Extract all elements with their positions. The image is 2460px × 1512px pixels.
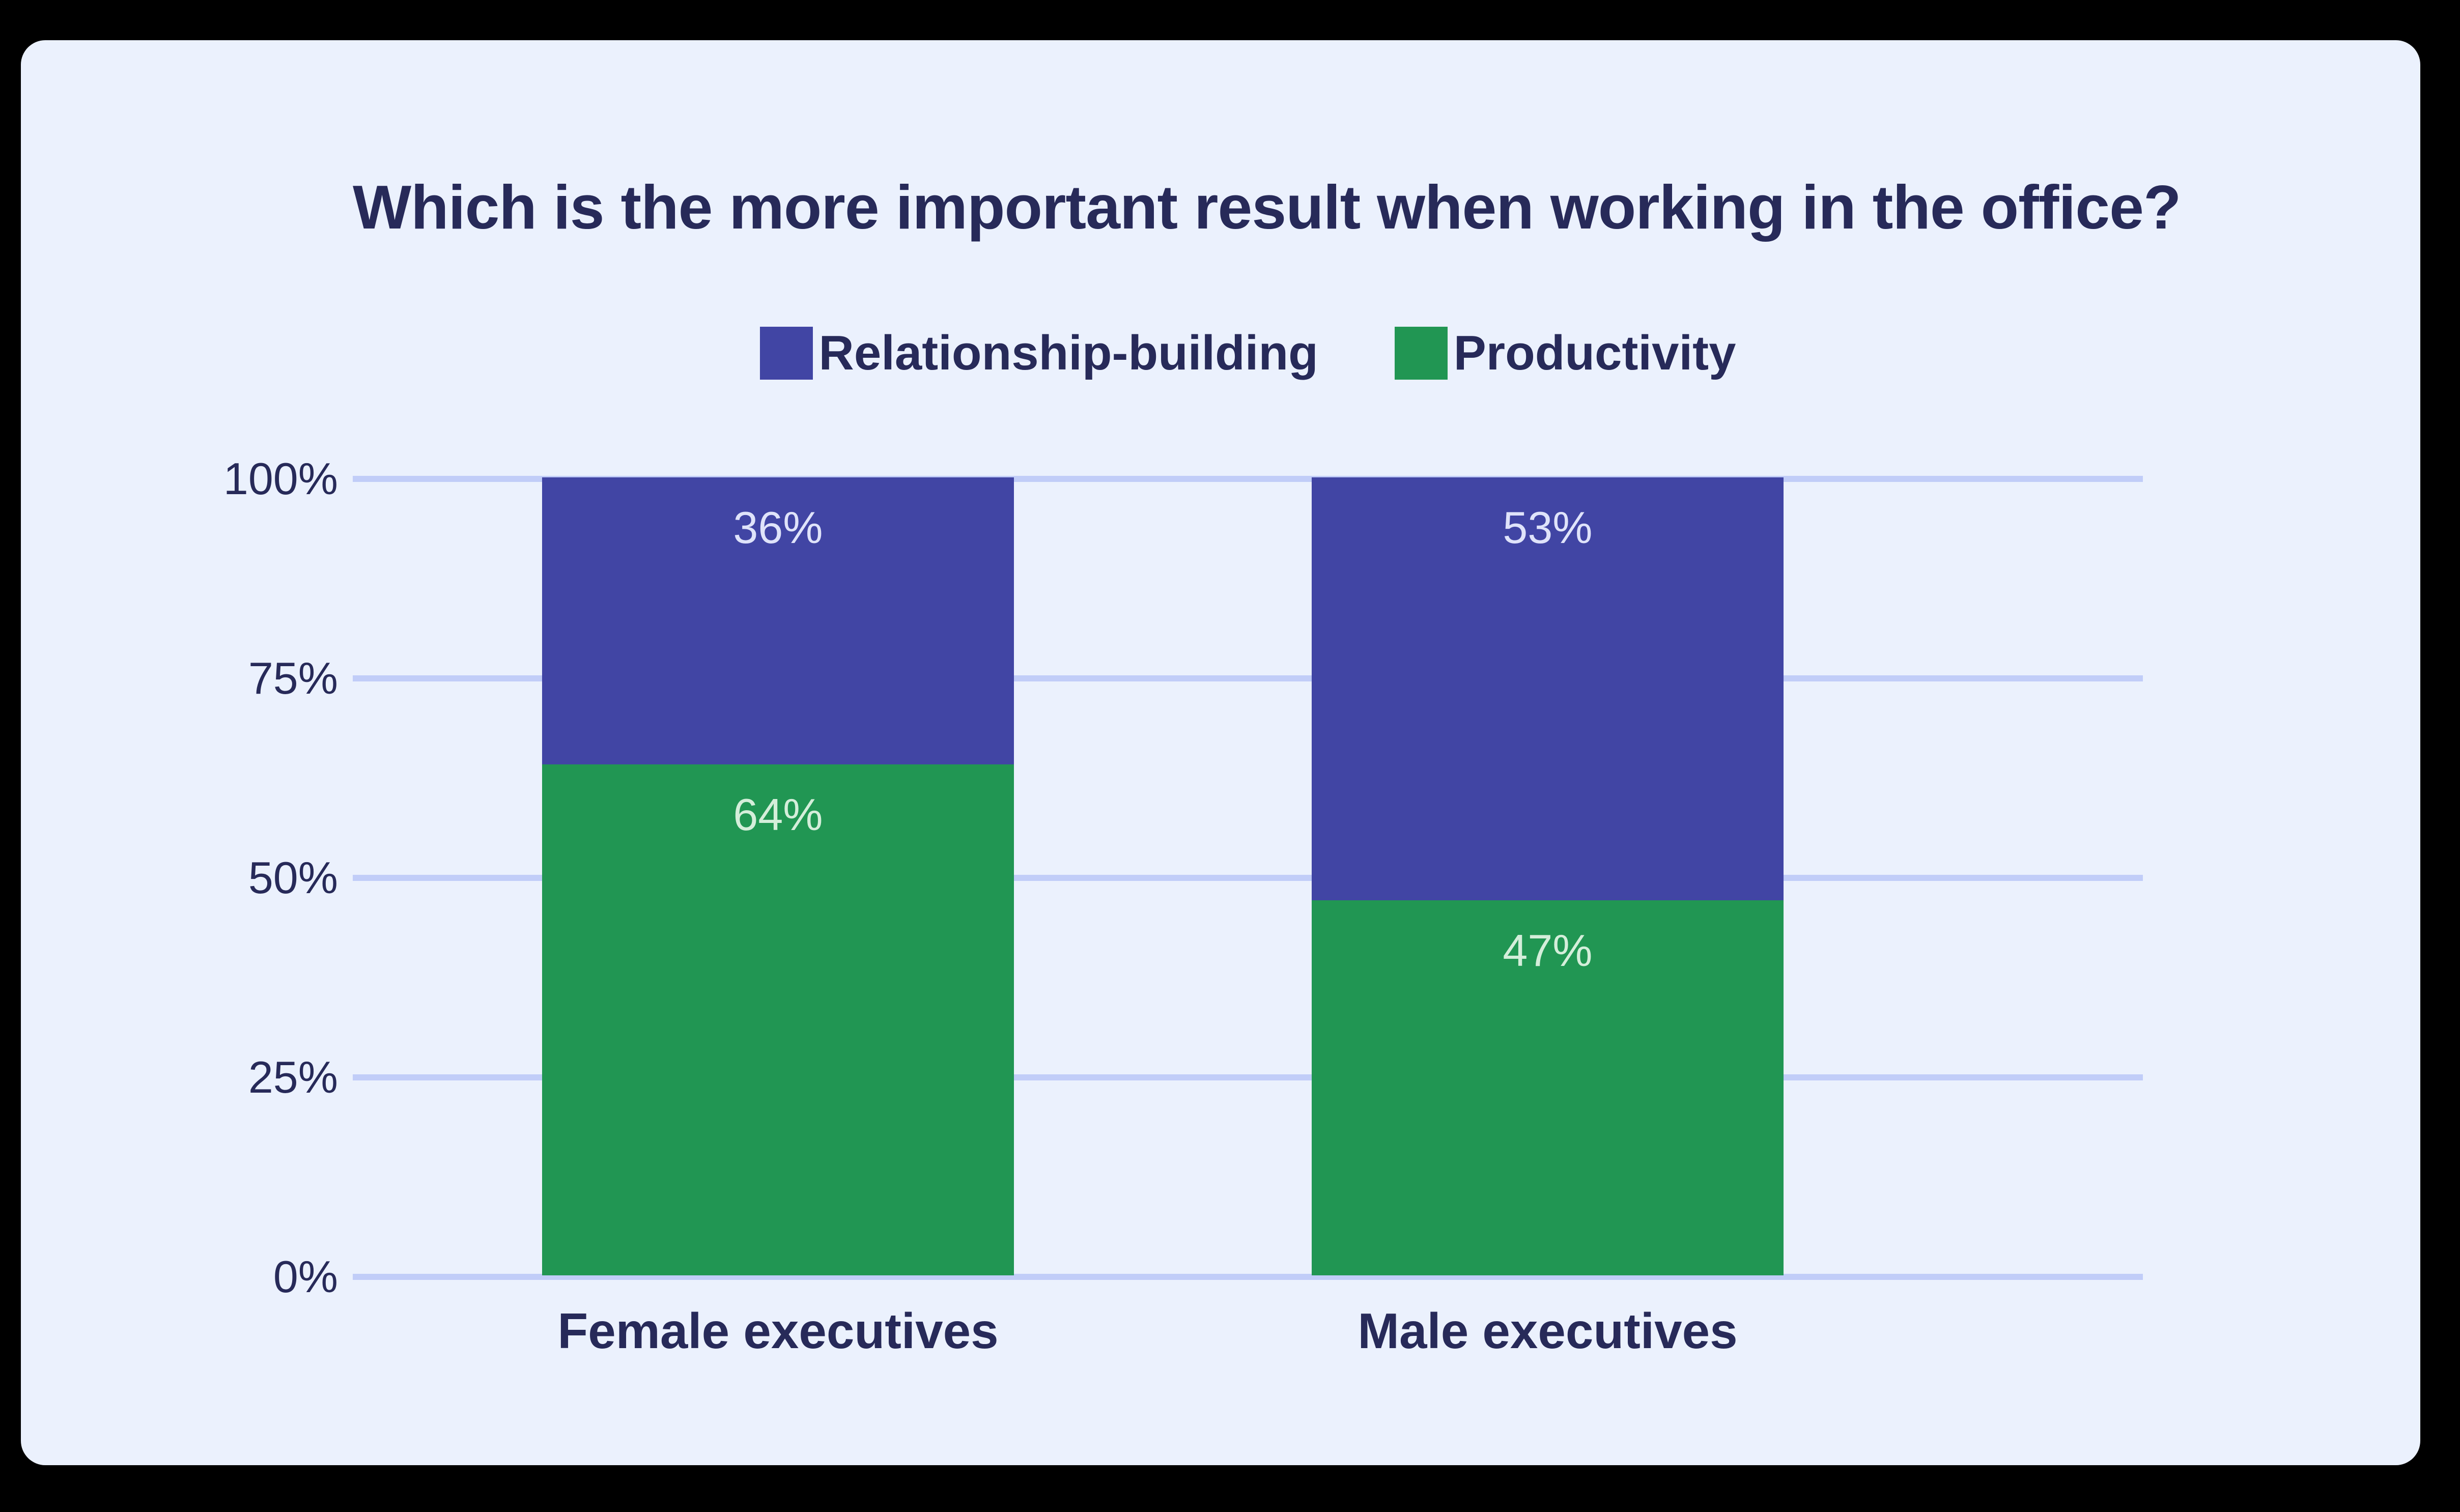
- y-axis-tick-label: 0%: [273, 1251, 338, 1302]
- y-axis-tick-label: 25%: [248, 1052, 338, 1102]
- bar-male-executives: 53% 47%: [1312, 477, 1784, 1275]
- y-axis-tick-label: 75%: [248, 653, 338, 703]
- legend-item-relationship-building: Relationship-building: [759, 325, 1318, 381]
- legend-swatch: [1394, 327, 1448, 380]
- segment-value-label: 36%: [733, 502, 823, 553]
- chart-title: Which is the more important result when …: [353, 173, 2182, 242]
- x-axis-category-label: Male executives: [1358, 1303, 1738, 1359]
- segment-value-label: 64%: [733, 789, 823, 840]
- y-axis-tick-label: 50%: [248, 852, 338, 903]
- y-axis-tick-label: 100%: [223, 453, 338, 504]
- legend: Relationship-building Productivity: [353, 325, 2143, 381]
- legend-swatch: [759, 327, 813, 380]
- x-axis-category-label: Female executives: [557, 1303, 999, 1359]
- legend-item-productivity: Productivity: [1394, 325, 1736, 381]
- gridline: [353, 1274, 2143, 1280]
- segment-productivity: 64%: [542, 764, 1014, 1275]
- segment-value-label: 47%: [1503, 925, 1593, 976]
- legend-item-label: Relationship-building: [818, 326, 1318, 380]
- chart-card: Which is the more important result when …: [21, 40, 2420, 1465]
- segment-relationship-building: 53%: [1312, 477, 1784, 901]
- segment-relationship-building: 36%: [542, 477, 1014, 765]
- bar-female-executives: 36% 64%: [542, 477, 1014, 1275]
- segment-productivity: 47%: [1312, 900, 1784, 1275]
- legend-item-label: Productivity: [1453, 326, 1736, 380]
- segment-value-label: 53%: [1503, 502, 1593, 553]
